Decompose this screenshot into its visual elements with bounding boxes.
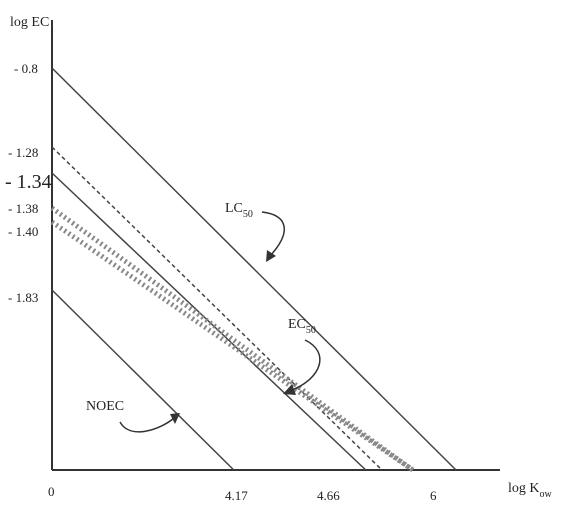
series-line-lc50 — [51, 67, 457, 471]
noec-pointer-arrow — [119, 417, 175, 433]
y-tick-label: - 1.38 — [8, 201, 38, 216]
x-tick-labels: 0 4.17 4.66 6 — [48, 484, 437, 503]
y-tick-label: - 0.8 — [14, 61, 38, 76]
ec50-pointer-arrow — [291, 339, 321, 391]
series-line-noec — [51, 289, 235, 471]
series-line-ec50 — [51, 146, 383, 471]
y-tick-label: - 1.40 — [8, 224, 38, 239]
series-line-unnamed-2 — [51, 172, 367, 471]
x-tick-label: 6 — [430, 488, 437, 503]
x-tick-label: 0 — [48, 484, 55, 499]
y-tick-label: - 1.28 — [8, 145, 38, 160]
series-label-lc50: LC50 — [225, 201, 253, 220]
y-tick-labels: - 0.8 - 1.28 - 1.34 - 1.38 - 1.40 - 1.83 — [5, 61, 52, 305]
y-tick-label: - 1.83 — [8, 290, 38, 305]
ec50-pointer-arrowhead — [283, 384, 296, 395]
x-tick-label: 4.17 — [225, 488, 248, 503]
noec-pointer-arrowhead — [170, 413, 180, 424]
y-tick-label: - 1.34 — [5, 171, 52, 193]
y-axis-label: log EC — [10, 15, 49, 30]
series-line-band — [50, 205, 415, 473]
x-axis-label: log Kow — [508, 481, 553, 500]
series-lines — [50, 67, 457, 473]
lc50-pointer-arrowhead — [266, 250, 276, 262]
lc50-pointer-arrow — [261, 211, 286, 257]
x-tick-label: 4.66 — [317, 488, 340, 503]
series-line-band — [50, 219, 415, 473]
series-label-ec50: EC50 — [288, 317, 316, 336]
series-label-noec: NOEC — [86, 399, 124, 414]
